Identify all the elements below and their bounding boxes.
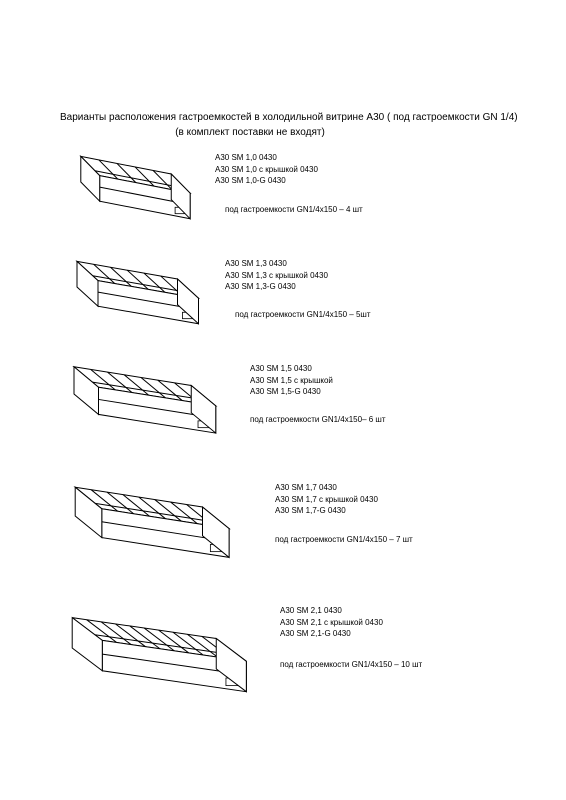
model-line: А30 SM 1,7 0430 [275,482,378,494]
model-list: А30 SM 1,3 0430А30 SM 1,3 с крышкой 0430… [225,258,328,293]
capacity-line: под гастроемкости GN1/4x150 – 10 шт [280,660,422,669]
capacity-line: под гастроемкости GN1/4x150 – 4 шт [225,205,363,214]
model-line: А30 SM 1,3 0430 [225,258,328,270]
page-title: Варианты расположения гастроемкостей в х… [60,110,520,140]
model-line: А30 SM 1,7 с крышкой 0430 [275,494,378,506]
model-list: А30 SM 2,1 0430А30 SM 2,1 с крышкой 0430… [280,605,383,640]
display-case-diagram [60,480,250,570]
model-line: А30 SM 1,5-G 0430 [250,386,333,398]
title-line2: (в комплект поставки не входят) [60,125,520,140]
model-list: А30 SM 1,5 0430А30 SM 1,5 с крышкойА30 S… [250,363,333,398]
model-line: А30 SM 1,3 с крышкой 0430 [225,270,328,282]
model-line: А30 SM 1,0 с крышкой 0430 [215,164,318,176]
display-case-diagram [55,610,270,705]
model-line: А30 SM 1,7-G 0430 [275,505,378,517]
model-line: А30 SM 1,0-G 0430 [215,175,318,187]
document-page: Варианты расположения гастроемкостей в х… [0,0,566,800]
title-line1: Варианты расположения гастроемкостей в х… [60,112,518,123]
capacity-line: под гастроемкости GN1/4x150 – 5шт [235,310,371,319]
display-case-diagram [65,255,215,335]
model-line: А30 SM 2,1-G 0430 [280,628,383,640]
model-list: А30 SM 1,7 0430А30 SM 1,7 с крышкой 0430… [275,482,378,517]
capacity-line: под гастроемкости GN1/4x150– 6 шт [250,415,386,424]
model-line: А30 SM 1,5 0430 [250,363,333,375]
display-case-diagram [70,150,205,230]
model-list: А30 SM 1,0 0430А30 SM 1,0 с крышкой 0430… [215,152,318,187]
model-line: А30 SM 2,1 с крышкой 0430 [280,617,383,629]
model-line: А30 SM 1,0 0430 [215,152,318,164]
model-line: А30 SM 1,5 с крышкой [250,375,333,387]
model-line: А30 SM 1,3-G 0430 [225,281,328,293]
display-case-diagram [60,360,235,445]
capacity-line: под гастроемкости GN1/4x150 – 7 шт [275,535,413,544]
model-line: А30 SM 2,1 0430 [280,605,383,617]
